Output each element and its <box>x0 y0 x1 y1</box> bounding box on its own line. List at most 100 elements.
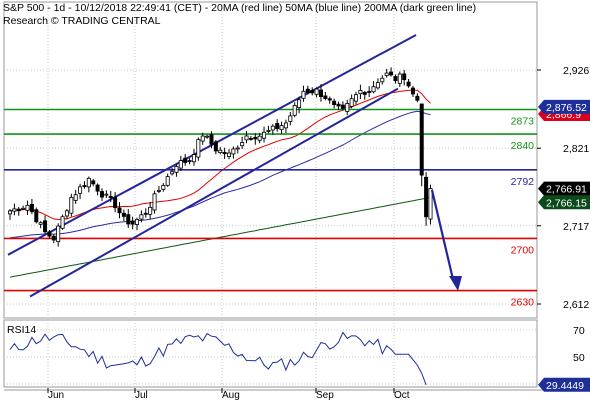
candle-body <box>222 152 227 155</box>
candle-body <box>292 105 297 116</box>
candle-body <box>310 89 315 94</box>
chart-header-title: S&P 500 - 1d - 10/12/2018 22:49:41 (CET)… <box>3 2 477 14</box>
x-tick-label: Aug <box>222 390 240 400</box>
candle-body <box>196 139 201 158</box>
candle-body <box>200 135 205 142</box>
candle-body <box>384 72 389 76</box>
candle-body <box>143 212 148 215</box>
price-tag-3: 2,766.15 <box>538 195 590 210</box>
price-tag-text: 2,766.91 <box>546 184 587 196</box>
chart-header-copyright: Research © TRADING CENTRAL <box>3 15 161 27</box>
price-tag-text: 2,766.15 <box>546 197 587 209</box>
price-tag-text: 2,876.52 <box>546 102 587 114</box>
candle-body <box>126 214 131 225</box>
candle-body <box>318 89 323 97</box>
candle-body <box>170 171 175 175</box>
candle-body <box>209 134 214 145</box>
candle-body <box>415 95 420 101</box>
candle-body <box>428 188 433 220</box>
candle-body <box>332 100 337 105</box>
ma200-line <box>9 196 431 278</box>
candle-body <box>130 220 135 225</box>
candle-body <box>183 157 188 163</box>
candle-body <box>178 160 183 169</box>
y-tick-label: 2,821 <box>563 143 589 155</box>
candle-body <box>152 193 157 211</box>
rsi-last-box <box>538 377 590 392</box>
price-tag-box <box>538 195 590 210</box>
candle-body <box>410 87 415 95</box>
candle-body <box>139 214 144 220</box>
candle-body <box>393 76 398 82</box>
candle-body <box>301 90 306 99</box>
candle-body <box>78 186 83 194</box>
rsi-title: RSI14 <box>7 324 36 336</box>
candle-body <box>323 95 328 99</box>
candle-body <box>297 99 302 109</box>
candle-body <box>336 103 341 107</box>
x-tick-label: Oct <box>394 390 410 400</box>
candle-body <box>117 207 122 214</box>
price-tag-box <box>538 181 590 196</box>
rsi-last-tag: 29.4449 <box>538 377 590 392</box>
candle-body <box>25 204 30 211</box>
candle-body <box>262 131 267 139</box>
candle-body <box>69 197 74 214</box>
level-label-2792: 2792 <box>511 176 535 188</box>
channel-lower-line <box>29 87 399 298</box>
candle-body <box>340 104 345 109</box>
ma50-line <box>9 110 431 239</box>
rsi-tick-label: 70 <box>573 325 585 337</box>
candle-body <box>12 208 17 212</box>
candle-body <box>56 225 61 243</box>
candle-body <box>86 177 91 188</box>
candle-body <box>121 212 126 217</box>
candle-body <box>362 92 367 95</box>
candle-body <box>240 142 245 147</box>
candle-body <box>91 180 96 185</box>
candle-body <box>104 193 109 196</box>
y-tick-label: 2,717 <box>563 221 589 233</box>
level-label-2873: 2873 <box>511 115 535 127</box>
candle-body <box>397 73 402 84</box>
candle-body <box>213 141 218 152</box>
candle-body <box>38 222 43 225</box>
candle-body <box>95 184 100 192</box>
candle-body <box>34 209 39 223</box>
candle-body <box>235 147 240 150</box>
rsi-line <box>9 331 427 385</box>
projection-arrowhead <box>449 276 462 291</box>
candle-body <box>47 231 52 237</box>
candle-body <box>283 122 288 129</box>
candle-body <box>161 185 166 190</box>
candle-body <box>187 160 192 162</box>
candle-body <box>99 191 104 198</box>
candle-body <box>349 98 354 107</box>
price-tag-2: 2,766.91 <box>538 181 590 196</box>
candle-body <box>419 103 424 176</box>
candle-body <box>108 196 113 199</box>
candle-body <box>257 135 262 141</box>
candle-body <box>64 210 69 217</box>
candle-body <box>21 207 26 210</box>
rsi-tick-label: 50 <box>573 352 585 364</box>
y-tick-label: 2,926 <box>563 65 589 77</box>
candle-body <box>135 219 140 225</box>
candle-body <box>375 82 380 89</box>
candle-body <box>358 90 363 95</box>
candle-body <box>43 220 48 233</box>
candle-body <box>16 208 21 212</box>
candle-body <box>371 86 376 93</box>
level-label-2700: 2700 <box>511 244 535 256</box>
candle-body <box>402 73 407 81</box>
candle-body <box>275 123 280 130</box>
candle-body <box>380 77 385 83</box>
candle-body <box>82 185 87 187</box>
ma20-line <box>9 89 431 221</box>
candle-body <box>29 203 34 213</box>
candle-body <box>191 154 196 163</box>
candle-body <box>73 194 78 201</box>
candle-body <box>266 130 271 132</box>
level-label-2630: 2630 <box>511 297 535 309</box>
